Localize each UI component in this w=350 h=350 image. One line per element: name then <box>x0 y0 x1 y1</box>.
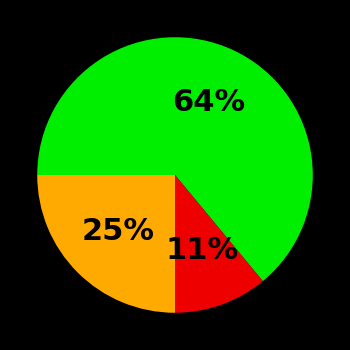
Text: 25%: 25% <box>82 217 155 246</box>
Wedge shape <box>37 37 313 281</box>
Wedge shape <box>37 175 175 313</box>
Wedge shape <box>175 175 263 313</box>
Text: 11%: 11% <box>166 236 239 265</box>
Text: 64%: 64% <box>173 88 246 117</box>
